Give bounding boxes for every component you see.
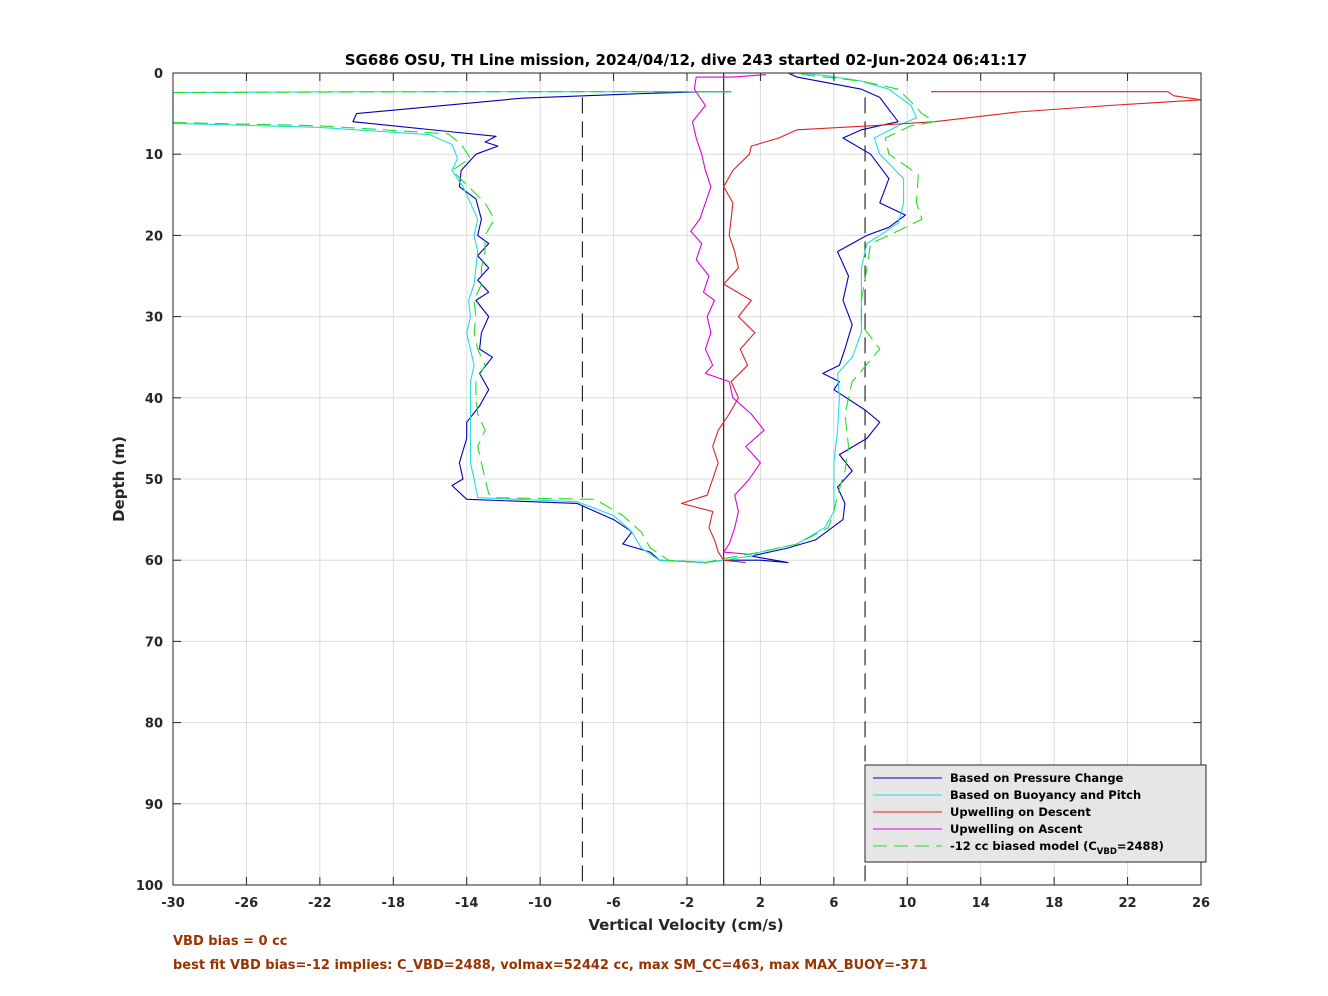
series-line: [690, 74, 766, 556]
x-tick-label: 10: [898, 896, 916, 911]
legend-label: Based on Buoyancy and Pitch: [950, 788, 1141, 802]
x-tick-label: -30: [161, 896, 185, 911]
x-tick-label: -26: [235, 896, 259, 911]
y-tick-label: 60: [145, 554, 163, 569]
y-tick-label: 90: [145, 798, 163, 813]
legend: Based on Pressure Change Based on Buoyanc…: [864, 764, 1207, 863]
x-tick-label: -22: [308, 896, 332, 911]
x-tick-label: 22: [1119, 896, 1137, 911]
y-tick-label: 40: [145, 392, 163, 407]
x-tick-label: -14: [455, 896, 479, 911]
reference-lines: [581, 73, 866, 885]
y-tick-label: 10: [145, 148, 163, 163]
y-tick-label: 100: [136, 879, 163, 894]
y-tick-label: 50: [145, 473, 163, 488]
vbd-bias-note: VBD bias = 0 cc: [173, 934, 288, 949]
y-tick-label: 20: [145, 229, 163, 244]
x-tick-label: 14: [972, 896, 990, 911]
series-line: [172, 72, 918, 564]
legend-label: Upwelling on Ascent: [950, 822, 1083, 836]
x-tick-label: 6: [829, 896, 838, 911]
x-tick-label: -2: [680, 896, 694, 911]
legend-label: -12 cc biased model (CVBD=2488): [950, 839, 1164, 857]
x-tick-labels: -30 -26 -22 -18 -14 -10 -6 -2 2 6 10 14 18 22 26: [161, 896, 1210, 911]
series-group: [172, 72, 1202, 564]
x-tick-label: -10: [528, 896, 552, 911]
x-tick-label: -18: [382, 896, 406, 911]
y-tick-labels: 0 10 20 30 40 50 60 70 80 90 100: [136, 67, 163, 894]
best-fit-note: best fit VBD bias=-12 implies: C_VBD=248…: [173, 958, 928, 973]
x-tick-label: 26: [1192, 896, 1210, 911]
chart-title: SG686 OSU, TH Line mission, 2024/04/12, …: [345, 51, 1028, 69]
legend-label: Based on Pressure Change: [950, 771, 1124, 785]
series-line: [172, 72, 936, 564]
grid: [172, 72, 1202, 886]
y-tick-label: 80: [145, 717, 163, 732]
y-tick-label: 0: [154, 67, 163, 82]
legend-label: Upwelling on Descent: [950, 805, 1091, 819]
series-line: [352, 72, 907, 564]
series-line: [680, 91, 1202, 564]
y-tick-label: 30: [145, 311, 163, 326]
tick-marks: [172, 72, 1202, 886]
x-tick-label: 18: [1045, 896, 1063, 911]
x-tick-label: 2: [756, 896, 765, 911]
y-axis-label: Depth (m): [110, 436, 128, 522]
x-tick-label: -6: [606, 896, 620, 911]
y-tick-label: 70: [145, 635, 163, 650]
x-axis-label: Vertical Velocity (cm/s): [588, 916, 783, 934]
